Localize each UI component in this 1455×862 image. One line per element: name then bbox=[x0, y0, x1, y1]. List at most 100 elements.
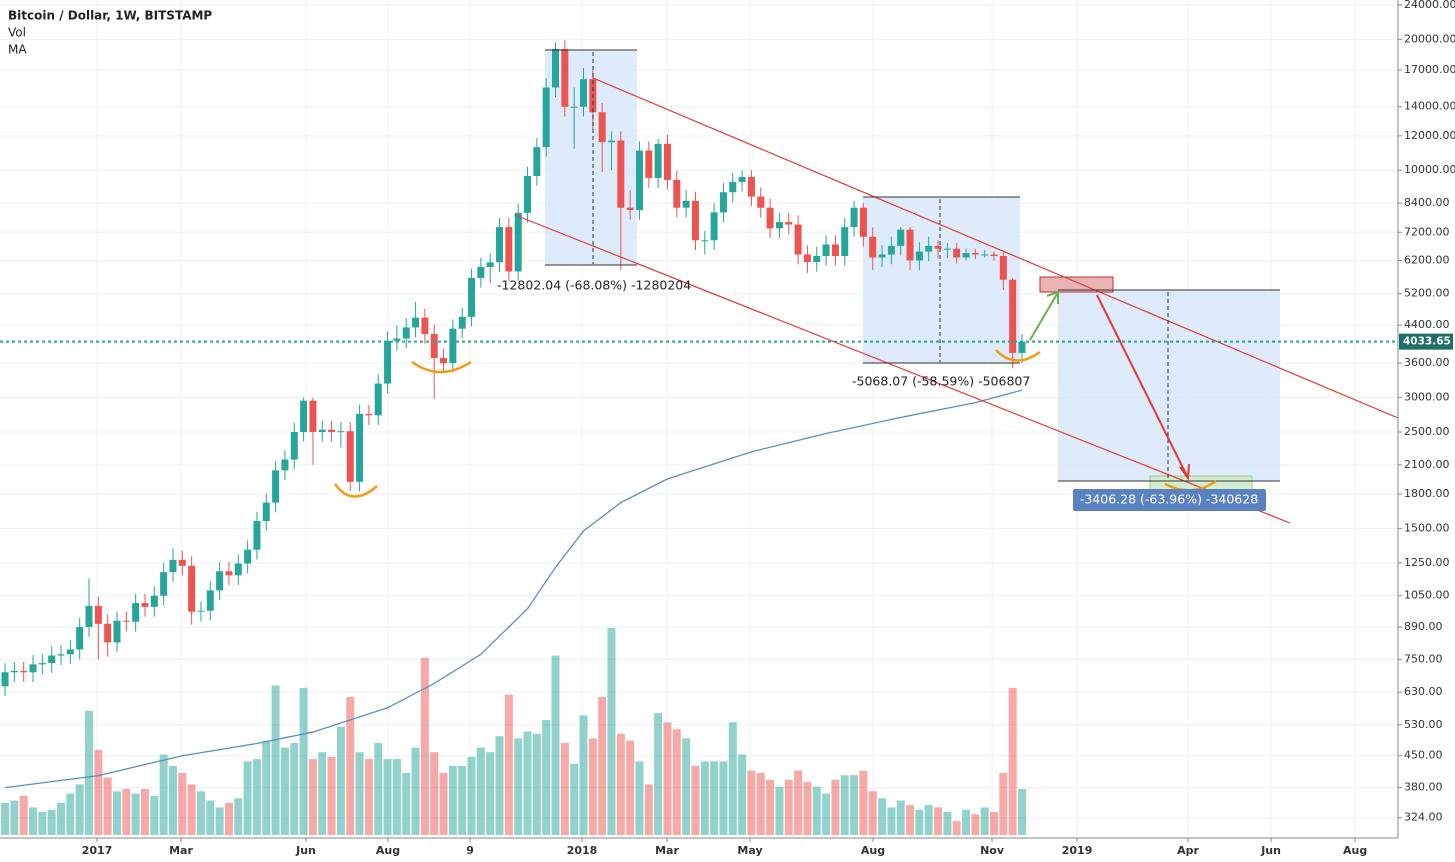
candle-body bbox=[402, 327, 410, 339]
y-tick-label: 1500.00 bbox=[1404, 521, 1450, 534]
candle-body bbox=[943, 248, 951, 250]
volume-bar bbox=[728, 722, 737, 835]
y-tick-label: 1250.00 bbox=[1404, 556, 1450, 569]
volume-bar bbox=[738, 754, 747, 835]
candle-body bbox=[468, 278, 476, 317]
volume-bar bbox=[607, 628, 616, 835]
volume-bar bbox=[822, 793, 831, 835]
candle-body bbox=[29, 664, 37, 673]
volume-bar bbox=[430, 752, 439, 835]
x-tick-label: Aug bbox=[1343, 844, 1367, 857]
volume-bar bbox=[374, 743, 383, 835]
candle-body bbox=[169, 559, 177, 573]
volume-bar bbox=[122, 789, 131, 835]
candle-body bbox=[869, 236, 877, 258]
candle-body bbox=[449, 328, 457, 364]
candles bbox=[1, 40, 1026, 696]
measure-box bbox=[863, 197, 1020, 363]
candle-body bbox=[738, 176, 746, 182]
volume-bar bbox=[159, 754, 168, 835]
candle-body bbox=[757, 196, 765, 208]
volume-bar bbox=[420, 657, 429, 835]
candle-body bbox=[20, 670, 28, 673]
candle-body bbox=[897, 229, 905, 246]
candle-body bbox=[645, 150, 653, 178]
volume-bar bbox=[962, 809, 971, 835]
volume-bar bbox=[271, 685, 280, 835]
up-arrow bbox=[1029, 293, 1058, 341]
candle-body bbox=[962, 253, 970, 258]
volume-bar bbox=[868, 791, 877, 835]
candle-body bbox=[999, 255, 1007, 280]
volume-bar bbox=[383, 759, 392, 835]
candle-body bbox=[38, 663, 46, 665]
candle-body bbox=[85, 605, 93, 627]
x-tick-label: Apr bbox=[1177, 844, 1199, 857]
down-arrow bbox=[1096, 294, 1188, 477]
volume-bar bbox=[150, 795, 159, 835]
candle-body bbox=[822, 244, 830, 256]
volume-bar bbox=[47, 809, 56, 835]
candle-body bbox=[673, 179, 681, 208]
volume-bar bbox=[75, 784, 84, 835]
candle-body bbox=[887, 245, 895, 255]
candle-body bbox=[244, 549, 252, 564]
candle-body bbox=[346, 431, 354, 482]
candle-body bbox=[113, 620, 121, 643]
candle-body bbox=[10, 670, 18, 673]
volume bbox=[1, 628, 1027, 835]
volume-bar bbox=[215, 807, 224, 835]
volume-bar bbox=[112, 791, 121, 835]
volume-bar bbox=[971, 814, 980, 835]
volume-bar bbox=[94, 749, 103, 835]
ma-line bbox=[4, 389, 1023, 789]
volume-bar bbox=[140, 789, 149, 835]
y-tick-label: 14000.00 bbox=[1404, 100, 1455, 113]
candle-body bbox=[66, 649, 74, 655]
volume-bar bbox=[327, 756, 336, 835]
candle-body bbox=[626, 207, 634, 211]
candle-body bbox=[850, 207, 858, 228]
y-tick-label: 1800.00 bbox=[1404, 487, 1450, 500]
volume-bar bbox=[710, 761, 719, 835]
x-tick-label: May bbox=[737, 844, 762, 857]
candle-body bbox=[617, 140, 625, 208]
y-tick-label: 4400.00 bbox=[1404, 318, 1450, 331]
candle-body bbox=[701, 240, 709, 242]
volume-bar bbox=[812, 786, 821, 835]
legend-entry: MA bbox=[8, 43, 27, 57]
candle-body bbox=[94, 605, 102, 624]
candle-body bbox=[505, 227, 513, 272]
volume-bar bbox=[906, 805, 915, 835]
volume-bar bbox=[784, 779, 793, 835]
y-tick-label: 324.00 bbox=[1404, 811, 1443, 824]
volume-bar bbox=[644, 784, 653, 835]
volume-bar bbox=[66, 793, 75, 835]
candle-body bbox=[561, 49, 569, 107]
volume-bar bbox=[635, 761, 644, 835]
volume-bar bbox=[990, 812, 999, 835]
volume-bar bbox=[542, 720, 551, 835]
volume-bar bbox=[934, 807, 943, 835]
volume-bar bbox=[766, 779, 775, 835]
candle-body bbox=[691, 200, 699, 241]
volume-bar bbox=[439, 772, 448, 835]
x-tick-label: Mar bbox=[655, 844, 679, 857]
candle-body bbox=[598, 112, 606, 143]
volume-bar bbox=[336, 726, 345, 835]
measure-label: -3406.28 (-63.96%) -340628 bbox=[1080, 492, 1258, 507]
x-tick-label: Nov bbox=[980, 844, 1005, 857]
volume-bar bbox=[691, 766, 700, 835]
volume-bar bbox=[29, 807, 38, 835]
y-tick-label: 12000.00 bbox=[1404, 129, 1455, 142]
down-arrow-head bbox=[1179, 463, 1190, 481]
volume-bar bbox=[915, 809, 924, 835]
candle-body bbox=[552, 49, 560, 88]
measure-label: -12802.04 (-68.08%) -1280204 bbox=[497, 278, 691, 293]
volume-bar bbox=[476, 747, 485, 835]
candle-body bbox=[524, 175, 532, 213]
candle-body bbox=[841, 227, 849, 256]
y-tick-label: 7200.00 bbox=[1404, 225, 1450, 238]
candle-body bbox=[496, 227, 504, 263]
